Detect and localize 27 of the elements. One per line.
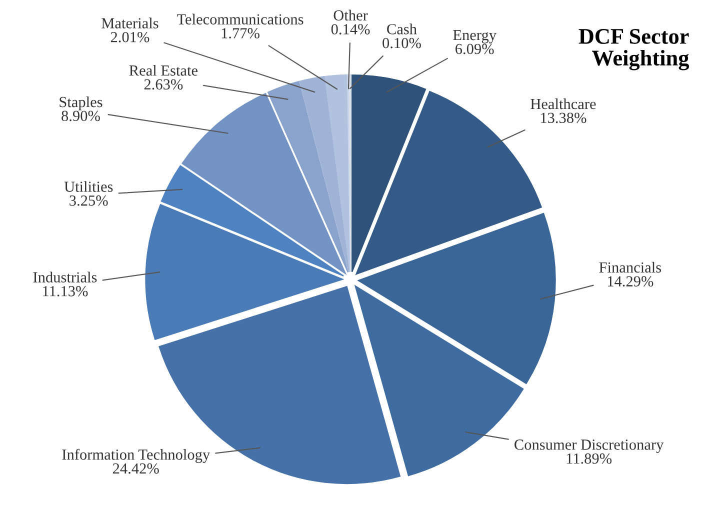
data-label: 0.14% bbox=[331, 24, 370, 34]
text: DCF Sector Weighting bbox=[578, 28, 690, 70]
data-label: 24.42% bbox=[113, 463, 159, 474]
slice-label: Staples bbox=[60, 96, 102, 110]
slice-label: Consumer Discretionary bbox=[514, 440, 664, 453]
data-label: 0.10% bbox=[382, 38, 421, 48]
data-label: 6.09% bbox=[456, 44, 494, 54]
data-label: 1.77% bbox=[222, 28, 260, 38]
data-label: 8.90% bbox=[62, 110, 100, 122]
data-label: 11.13% bbox=[43, 286, 88, 296]
data-label: 14.29% bbox=[608, 276, 654, 287]
slice-label: Industrials bbox=[33, 272, 97, 282]
slice-label: Energy bbox=[453, 30, 496, 44]
data-label: 13.38% bbox=[541, 112, 586, 124]
data-label: 2.01% bbox=[110, 32, 150, 42]
data-label: 3.25% bbox=[70, 195, 108, 206]
slice-label: Cash bbox=[387, 24, 417, 34]
data-label: 11.89% bbox=[566, 453, 612, 464]
slice-label: Materials bbox=[102, 18, 158, 28]
slice-label: Utilities bbox=[64, 181, 113, 192]
data-label: 2.63% bbox=[144, 79, 183, 90]
slice-label: Healthcare bbox=[530, 98, 596, 110]
slice-label: Information Technology bbox=[62, 448, 210, 463]
slice-label: Telecommunications bbox=[177, 14, 304, 24]
slice-label: Other bbox=[334, 10, 368, 21]
slice-label: Real Estate bbox=[129, 64, 198, 76]
slice-label: Financials bbox=[599, 262, 662, 273]
